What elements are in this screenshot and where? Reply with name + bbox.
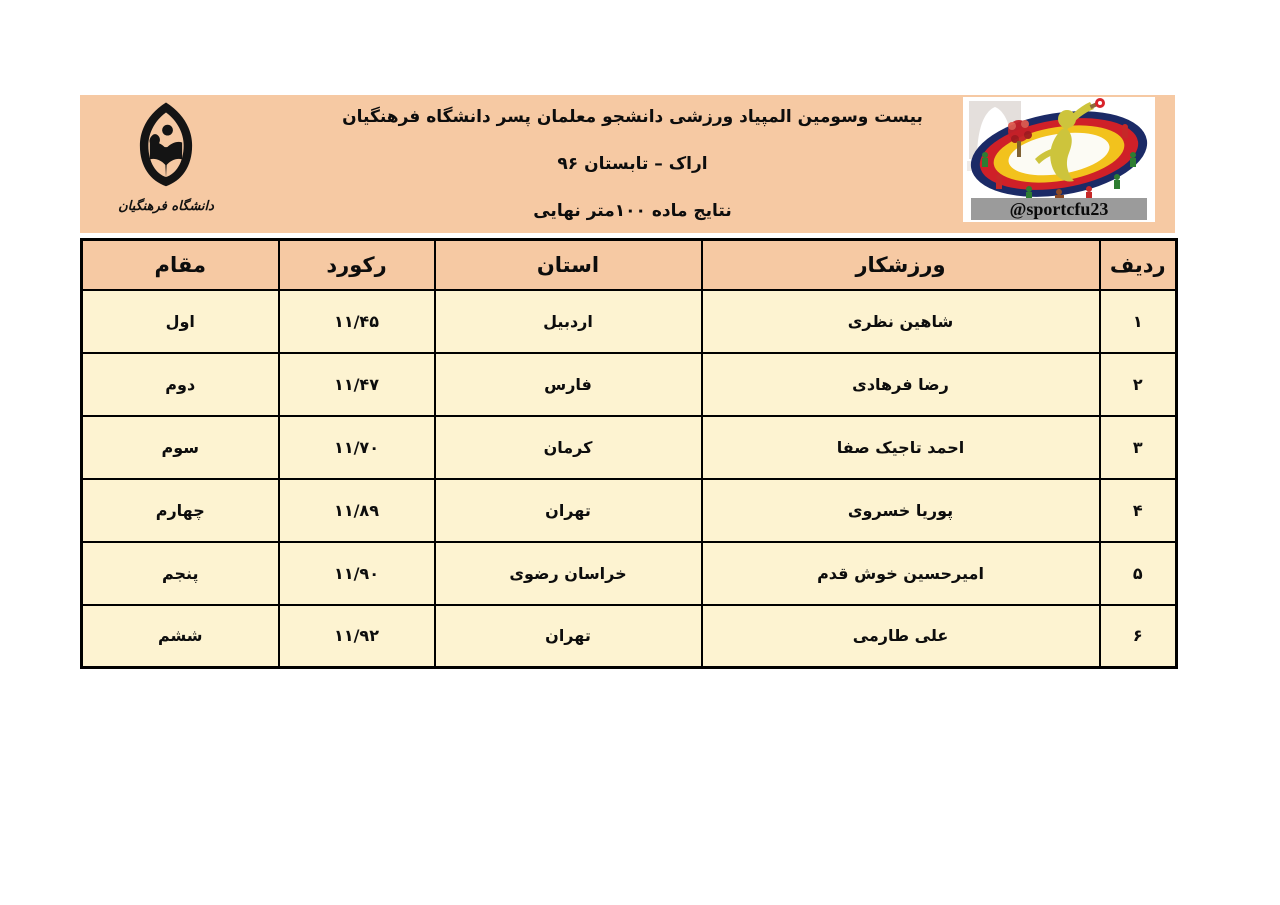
runner-figure	[1035, 102, 1094, 182]
cell-radif: ۲	[1098, 351, 1178, 417]
cell-province: فارس	[433, 351, 703, 417]
event-title: بیست وسومین المپیاد ورزشی دانشجو معلمان …	[342, 107, 923, 127]
cell-rank: چهارم	[80, 477, 280, 543]
cell-province: کرمان	[433, 414, 703, 480]
cell-province: اردبیل	[433, 288, 703, 354]
cell-record: ۱۱/۷۰	[277, 414, 436, 480]
cell-rank: سوم	[80, 414, 280, 480]
column-header-radif: ردیف	[1098, 238, 1178, 291]
cell-radif: ۳	[1098, 414, 1178, 480]
cell-province: تهران	[433, 603, 703, 669]
column-header-province: استان	[433, 238, 703, 291]
cell-record: ۱۱/۹۰	[277, 540, 436, 606]
cell-rank: پنجم	[80, 540, 280, 606]
olympiad-logo: @sportcfu23	[963, 97, 1155, 222]
cell-radif: ۶	[1098, 603, 1178, 669]
cell-record: ۱۱/۹۲	[277, 603, 436, 669]
cell-radif: ۱	[1098, 288, 1178, 354]
event-results-subtitle: نتایج ماده ۱۰۰متر نهایی	[533, 201, 732, 221]
flower-cluster	[1008, 120, 1032, 157]
cell-rank: ششم	[80, 603, 280, 669]
event-titles: بیست وسومین المپیاد ورزشی دانشجو معلمان …	[290, 95, 975, 233]
social-handle: @sportcfu23	[1009, 199, 1109, 219]
cell-athlete: شاهین نظری	[700, 288, 1101, 354]
cell-province: خراسان رضوی	[433, 540, 703, 606]
cell-province: تهران	[433, 477, 703, 543]
table-row: ۵ امیرحسین خوش قدم خراسان رضوی ۱۱/۹۰ پنج…	[80, 540, 1178, 606]
social-handle-strip: @sportcfu23	[971, 198, 1147, 220]
olympiad-rings-runner-icon	[963, 97, 1155, 198]
table-row: ۴ پوریا خسروی تهران ۱۱/۸۹ چهارم	[80, 477, 1178, 543]
column-header-rank: مقام	[80, 238, 280, 291]
athlete-figurines	[982, 124, 1136, 198]
cell-rank: اول	[80, 288, 280, 354]
cell-athlete: احمد تاجیک صفا	[700, 414, 1101, 480]
table-row: ۳ احمد تاجیک صفا کرمان ۱۱/۷۰ سوم	[80, 414, 1178, 480]
farhangian-university-emblem-icon	[139, 102, 193, 187]
cell-athlete: رضا فرهادی	[700, 351, 1101, 417]
column-header-athlete: ورزشکار	[700, 238, 1101, 291]
column-header-record: رکورد	[277, 238, 436, 291]
cell-record: ۱۱/۸۹	[277, 477, 436, 543]
cell-rank: دوم	[80, 351, 280, 417]
torch-flame	[1089, 98, 1105, 109]
table-row: ۱ شاهین نظری اردبیل ۱۱/۴۵ اول	[80, 288, 1178, 354]
header-band: دانشگاه فرهنگیان بیست وسومین المپیاد ورز…	[80, 95, 1175, 233]
table-row: ۶ علی طارمی تهران ۱۱/۹۲ ششم	[80, 603, 1178, 669]
cell-athlete: علی طارمی	[700, 603, 1101, 669]
cell-radif: ۴	[1098, 477, 1178, 543]
cell-athlete: پوریا خسروی	[700, 477, 1101, 543]
event-location-date: اراک – تابستان ۹۶	[557, 154, 708, 174]
table-row: ۲ رضا فرهادی فارس ۱۱/۴۷ دوم	[80, 351, 1178, 417]
cell-record: ۱۱/۴۷	[277, 351, 436, 417]
cell-record: ۱۱/۴۵	[277, 288, 436, 354]
university-logo-caption: دانشگاه فرهنگیان	[118, 199, 214, 214]
university-logo: دانشگاه فرهنگیان	[106, 101, 226, 229]
results-table: ردیف ورزشکار استان رکورد مقام ۱ شاهین نظ…	[80, 238, 1178, 669]
cell-radif: ۵	[1098, 540, 1178, 606]
table-header-row: ردیف ورزشکار استان رکورد مقام	[80, 238, 1178, 291]
cell-athlete: امیرحسین خوش قدم	[700, 540, 1101, 606]
